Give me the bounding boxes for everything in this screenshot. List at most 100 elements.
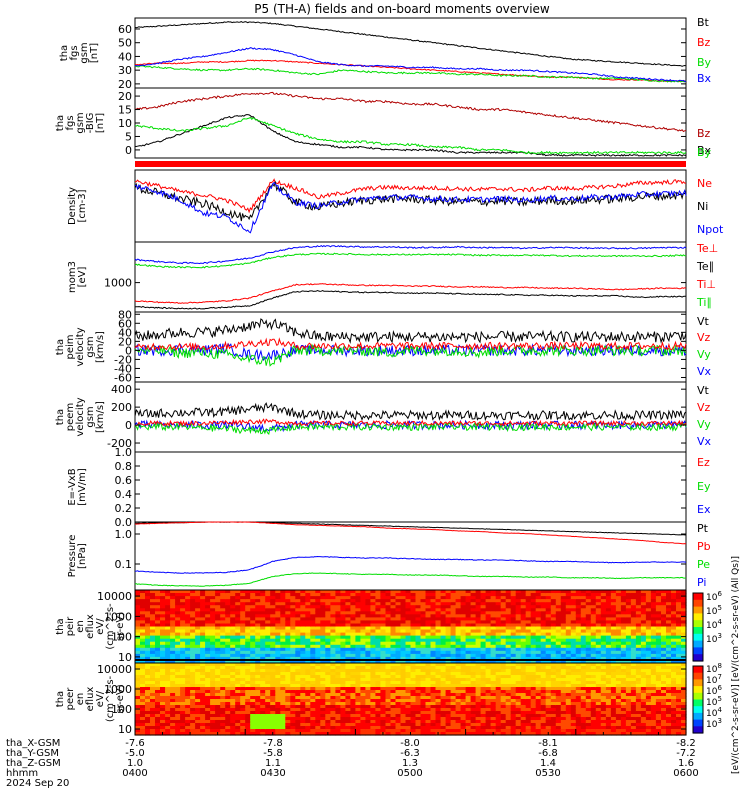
heatmap-cell xyxy=(230,699,236,703)
heatmap-cell xyxy=(605,638,612,643)
heatmap-cell xyxy=(400,638,407,643)
heatmap-cell xyxy=(230,726,236,730)
heatmap-cell xyxy=(595,635,602,640)
heatmap-cell xyxy=(505,608,512,612)
heatmap-cell xyxy=(250,641,256,646)
heatmap-cell xyxy=(380,708,386,712)
heatmap-cell xyxy=(295,714,301,718)
heatmap-cell xyxy=(185,675,191,679)
heatmap-cell xyxy=(415,729,422,733)
heatmap-cell xyxy=(410,663,417,667)
heatmap-cell xyxy=(666,638,672,643)
heatmap-cell xyxy=(295,632,301,637)
heatmap-cell xyxy=(545,599,552,603)
heatmap-cell xyxy=(365,723,371,727)
heatmap-cell xyxy=(355,732,361,736)
heatmap-cell xyxy=(255,663,261,667)
heatmap-cell xyxy=(310,717,316,721)
heatmap-cell xyxy=(480,720,487,724)
heatmap-cell xyxy=(285,632,291,637)
heatmap-cell xyxy=(180,644,186,649)
heatmap-cell xyxy=(560,711,567,715)
heatmap-cell xyxy=(380,614,386,618)
heatmap-cell xyxy=(240,732,246,736)
heatmap-cell xyxy=(505,672,512,676)
heatmap-cell xyxy=(150,611,156,615)
heatmap-cell xyxy=(210,629,216,634)
heatmap-cell xyxy=(480,705,487,709)
heatmap-cell xyxy=(525,699,532,703)
heatmap-cell xyxy=(535,635,542,640)
heatmap-cell xyxy=(195,608,201,612)
heatmap-cell xyxy=(365,620,371,624)
heatmap-cell xyxy=(165,705,171,709)
heatmap-cell xyxy=(676,614,682,618)
heatmap-cell xyxy=(330,726,336,730)
y-axis-label: [km/s] xyxy=(95,331,106,363)
heatmap-cell xyxy=(440,732,447,736)
heatmap-cell xyxy=(560,617,567,621)
heatmap-cell xyxy=(530,590,537,594)
heatmap-cell xyxy=(425,629,432,634)
heatmap-cell xyxy=(205,638,211,643)
heatmap-cell xyxy=(490,675,497,679)
heatmap-cell xyxy=(235,656,241,661)
heatmap-cell xyxy=(470,593,477,597)
heatmap-cell xyxy=(475,678,482,682)
heatmap-cell xyxy=(415,626,422,631)
heatmap-cell xyxy=(355,608,361,612)
heatmap-cell xyxy=(390,675,397,679)
heatmap-cell xyxy=(550,684,557,688)
heatmap-cell xyxy=(500,726,507,730)
heatmap-cell xyxy=(666,605,672,609)
heatmap-cell xyxy=(135,726,141,730)
heatmap-cell xyxy=(585,653,592,658)
heatmap-cell xyxy=(340,608,346,612)
heatmap-cell xyxy=(215,666,221,670)
heatmap-cell xyxy=(290,681,296,685)
heatmap-cell xyxy=(480,611,487,615)
heatmap-cell xyxy=(560,717,567,721)
heatmap-cell xyxy=(555,705,562,709)
heatmap-cell xyxy=(435,626,442,631)
heatmap-cell xyxy=(661,635,667,640)
heatmap-cell xyxy=(510,705,517,709)
heatmap-cell xyxy=(666,623,672,628)
heatmap-cell xyxy=(390,666,397,670)
heatmap-cell xyxy=(610,617,617,621)
heatmap-cell xyxy=(135,663,141,667)
heatmap-cell xyxy=(530,681,537,685)
heatmap-cell xyxy=(225,732,231,736)
heatmap-cell xyxy=(180,593,186,597)
heatmap-cell xyxy=(305,641,311,646)
heatmap-cell xyxy=(220,626,226,631)
heatmap-cell xyxy=(350,729,356,733)
heatmap-cell xyxy=(345,632,351,637)
heatmap-cell xyxy=(275,732,281,736)
heatmap-cell xyxy=(175,690,181,694)
heatmap-cell xyxy=(600,653,607,658)
heatmap-cell xyxy=(265,720,271,724)
heatmap-cell xyxy=(545,650,552,655)
heatmap-cell xyxy=(230,681,236,685)
heatmap-cell xyxy=(430,705,437,709)
heatmap-cell xyxy=(550,605,557,609)
heatmap-cell xyxy=(655,626,662,631)
heatmap-cell xyxy=(160,702,166,706)
heatmap-cell xyxy=(465,669,472,673)
y-axis-label: [mV/m] xyxy=(77,468,88,506)
heatmap-cell xyxy=(170,647,176,652)
heatmap-cell xyxy=(425,623,432,628)
heatmap-cell xyxy=(465,611,472,615)
heatmap-cell xyxy=(260,693,266,697)
heatmap-cell xyxy=(661,656,667,661)
heatmap-cell xyxy=(425,666,432,670)
heatmap-cell xyxy=(325,614,331,618)
heatmap-cell xyxy=(310,632,316,637)
heatmap-cell xyxy=(460,599,467,603)
heatmap-cell xyxy=(575,708,582,712)
heatmap-cell xyxy=(360,684,366,688)
heatmap-cell xyxy=(635,590,642,594)
heatmap-cell xyxy=(640,632,647,637)
legend-Bz: Bz xyxy=(697,127,711,140)
